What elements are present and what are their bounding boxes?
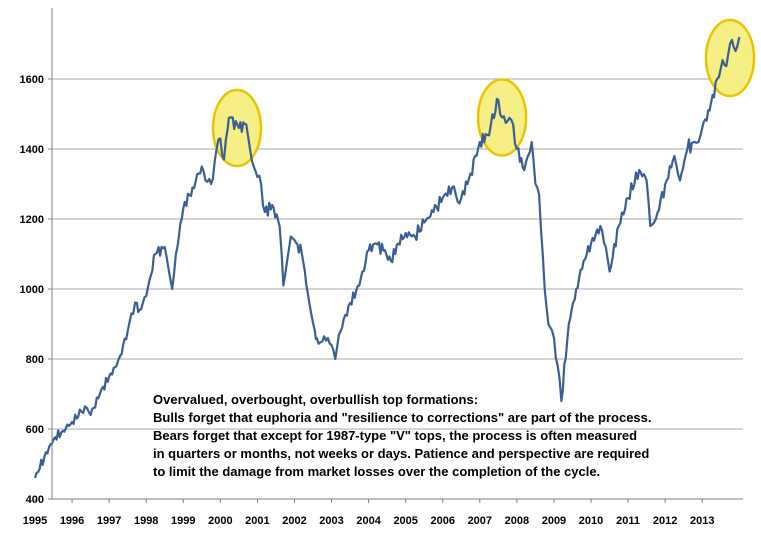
x-tick-label: 2002 [282, 515, 306, 527]
highlight-circle [211, 88, 263, 168]
x-tick-label: 2004 [356, 515, 381, 527]
x-tick-label: 2012 [653, 515, 677, 527]
x-tick-label: 1996 [60, 515, 84, 527]
y-tick-label: 600 [26, 424, 44, 436]
grid-lines [52, 78, 743, 430]
annotation-text: Overvalued, overbought, overbullish top … [153, 391, 733, 481]
x-tick-label: 2010 [579, 515, 603, 527]
x-tick-label: 1997 [97, 515, 121, 527]
x-tick-label: 1998 [134, 515, 158, 527]
x-tick-label: 2008 [505, 515, 529, 527]
x-tick-label: 2003 [319, 515, 343, 527]
y-tick-label: 1200 [20, 214, 44, 226]
annotation-line-5: to limit the damage from market losses o… [153, 464, 601, 479]
x-tick-label: 1999 [171, 515, 195, 527]
x-tick-label: 2005 [393, 515, 417, 527]
series-line [33, 36, 741, 479]
y-tick-label: 1600 [20, 74, 44, 86]
x-tick-label: 1995 [23, 515, 47, 527]
highlight-circles [211, 18, 756, 168]
y-tick-label: 1000 [20, 284, 44, 296]
x-axis-ticks: 1995 1996 1997 1998 1999 2000 2001 2002 2003 2004… [23, 499, 714, 527]
x-tick-label: 2013 [690, 515, 714, 527]
annotation-line-4: in quarters or months, not weeks or days… [153, 446, 650, 461]
x-tick-label: 2009 [542, 515, 566, 527]
y-tick-label: 1400 [20, 144, 44, 156]
x-tick-label: 2000 [208, 515, 232, 527]
y-tick-label: 800 [26, 354, 44, 366]
x-tick-label: 2007 [468, 515, 492, 527]
annotation-line-2: Bulls forget that euphoria and "resilien… [153, 410, 652, 425]
x-tick-label: 2006 [431, 515, 455, 527]
annotation-line-3: Bears forget that except for 1987-type "… [153, 428, 638, 443]
highlight-circle [704, 18, 756, 98]
x-tick-label: 2011 [616, 515, 640, 527]
annotation-line-1: Overvalued, overbought, overbullish top … [153, 392, 479, 407]
x-tick-label: 2001 [245, 515, 269, 527]
